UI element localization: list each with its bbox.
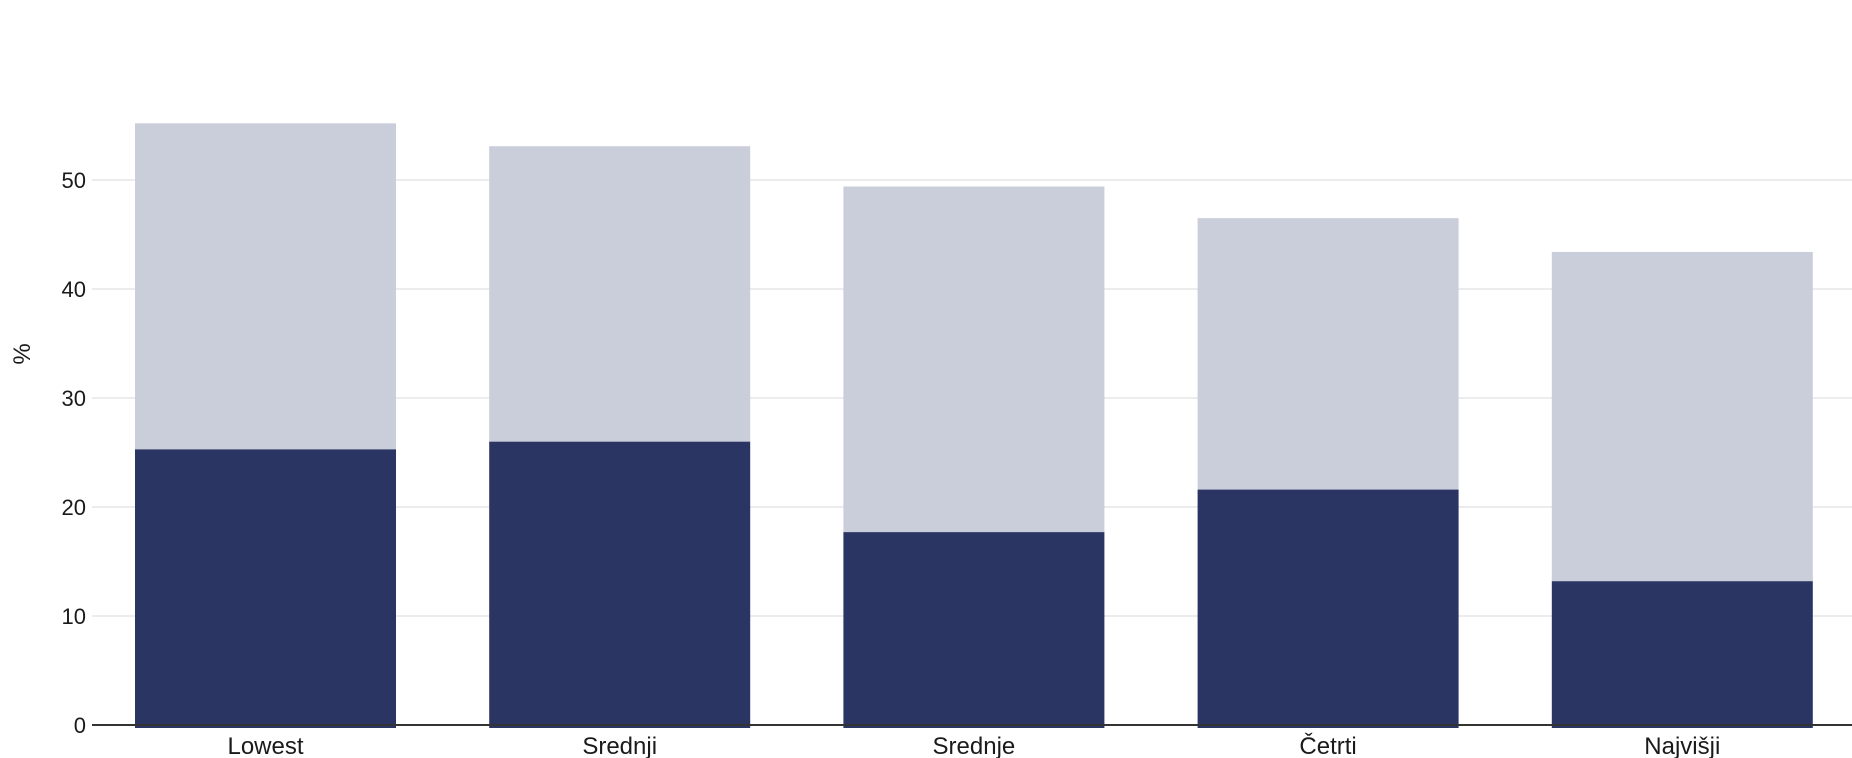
bar-Srednji-segment-1: [489, 441, 751, 728]
bar-Četrti-segment-2: [1197, 218, 1459, 490]
bar-Lowest-segment-1: [135, 449, 396, 728]
x-tick-label-Srednji: Srednji: [582, 733, 657, 758]
y-tick-label-40: 40: [62, 277, 86, 302]
bar-Četrti-segment-1: [1197, 489, 1459, 728]
bars: [135, 123, 1813, 728]
bar-Srednje-segment-1: [843, 532, 1105, 728]
y-tick-label-50: 50: [62, 168, 86, 193]
y-tick-label-10: 10: [62, 604, 86, 629]
axes: 0 10 20 30 40 50 Lowest Srednji Srednje Četrti Naj…: [62, 168, 1852, 758]
bar-Srednje-segment-2: [843, 186, 1105, 533]
x-tick-label-Najvišji: Najvišji: [1644, 733, 1720, 758]
y-tick-label-30: 30: [62, 386, 86, 411]
y-tick-label-0: 0: [74, 713, 86, 738]
bar-Najvišji-segment-2: [1551, 251, 1813, 582]
y-axis-title: %: [9, 343, 36, 364]
y-tick-label-20: 20: [62, 495, 86, 520]
bar-Lowest-segment-2: [135, 123, 396, 450]
bar-Srednji-segment-2: [489, 146, 751, 442]
x-tick-label-Srednje: Srednje: [933, 733, 1016, 758]
bar-Najvišji-segment-1: [1551, 581, 1813, 728]
x-tick-label-Četrti: Četrti: [1299, 732, 1356, 758]
x-tick-label-Lowest: Lowest: [227, 733, 303, 758]
